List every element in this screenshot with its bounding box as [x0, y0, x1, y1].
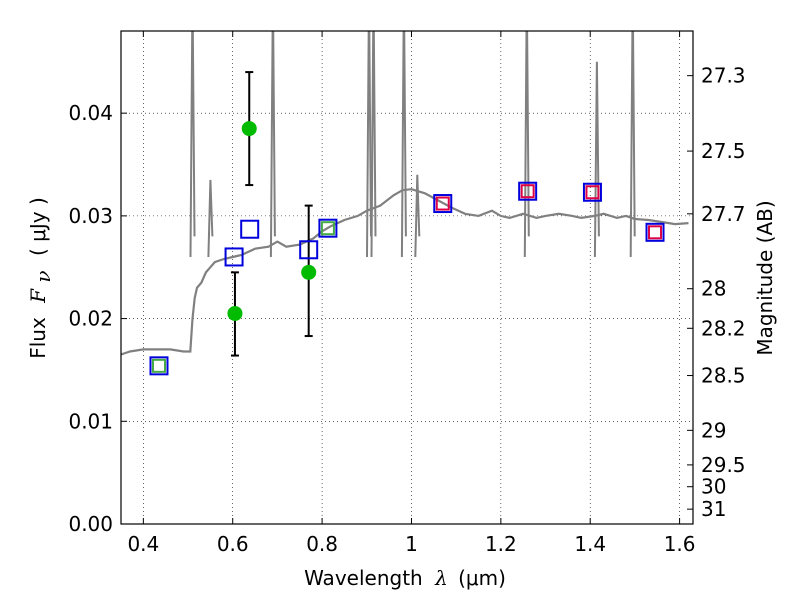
- spectrum-spike: [523, 31, 530, 258]
- y-tick-label: 0.03: [68, 204, 113, 228]
- blue-square: [240, 219, 260, 239]
- observed-point: [227, 305, 243, 321]
- x-tick-label: 1.2: [485, 532, 517, 556]
- spectrum-spike: [269, 31, 276, 258]
- x-axis-ticks: 0.4 0.6 0.8 1 1.2 1.4 1.6: [127, 31, 696, 556]
- spectrum-spike: [400, 31, 407, 258]
- y-tick-label: 0.04: [68, 101, 113, 125]
- spectrum-spike: [370, 31, 377, 258]
- series-layer: [121, 31, 689, 356]
- observed-point: [301, 264, 317, 280]
- blue-square: [582, 182, 602, 202]
- green-square: [151, 358, 166, 373]
- plot-frame: [120, 30, 694, 525]
- x-tick-label: 1: [405, 532, 418, 556]
- right-tick-label: 30: [701, 475, 726, 499]
- x-tick-label: 1.6: [664, 532, 696, 556]
- spectrum-spike: [629, 31, 636, 258]
- right-tick-label: 28.2: [701, 316, 746, 340]
- right-tick-label: 29.5: [701, 453, 746, 477]
- spectrum-spike: [366, 31, 372, 258]
- x-tick-label: 1.4: [574, 532, 606, 556]
- blue-square: [149, 356, 169, 376]
- spectrum-spike: [593, 61, 600, 258]
- observed-point: [241, 121, 257, 137]
- blue-square: [224, 247, 244, 267]
- right-tick-label: 27.5: [701, 139, 746, 163]
- blue-square: [645, 222, 665, 242]
- right-tick-label: 27.7: [701, 202, 746, 226]
- blue-square: [299, 240, 319, 260]
- right-tick-label: 27.3: [701, 64, 746, 88]
- y-axis-ticks: 0.00 0.01 0.02 0.03 0.04: [68, 101, 127, 536]
- red-square: [585, 185, 600, 200]
- y-tick-label: 0.01: [68, 409, 113, 433]
- spectrum-spike: [189, 31, 196, 258]
- y-axis-label: Flux F ν ( μJy ): [26, 197, 55, 359]
- marker-layer: [149, 71, 665, 376]
- plot-area: [121, 31, 693, 524]
- right-tick-label: 31: [701, 497, 726, 521]
- y-tick-label: 0.02: [68, 307, 113, 331]
- right-axis-label: Magnitude (AB): [753, 200, 777, 355]
- blue-square: [518, 181, 538, 201]
- red-square: [648, 225, 663, 240]
- green-square: [320, 221, 335, 236]
- y-tick-label: 0.00: [68, 512, 113, 536]
- red-square: [520, 184, 535, 199]
- blue-square: [433, 194, 453, 214]
- spectrum-spike: [207, 179, 214, 258]
- right-tick-label: 29: [701, 418, 726, 442]
- x-tick-label: 0.8: [306, 532, 338, 556]
- spectrum-spike: [414, 174, 421, 258]
- red-square: [435, 196, 450, 211]
- right-tick-label: 28: [701, 277, 726, 301]
- x-axis-label: Wavelength λ (μm): [304, 566, 506, 590]
- right-tick-label: 28.5: [701, 364, 746, 388]
- blue-square: [318, 218, 338, 238]
- x-tick-label: 0.6: [217, 532, 249, 556]
- x-tick-label: 0.4: [127, 532, 159, 556]
